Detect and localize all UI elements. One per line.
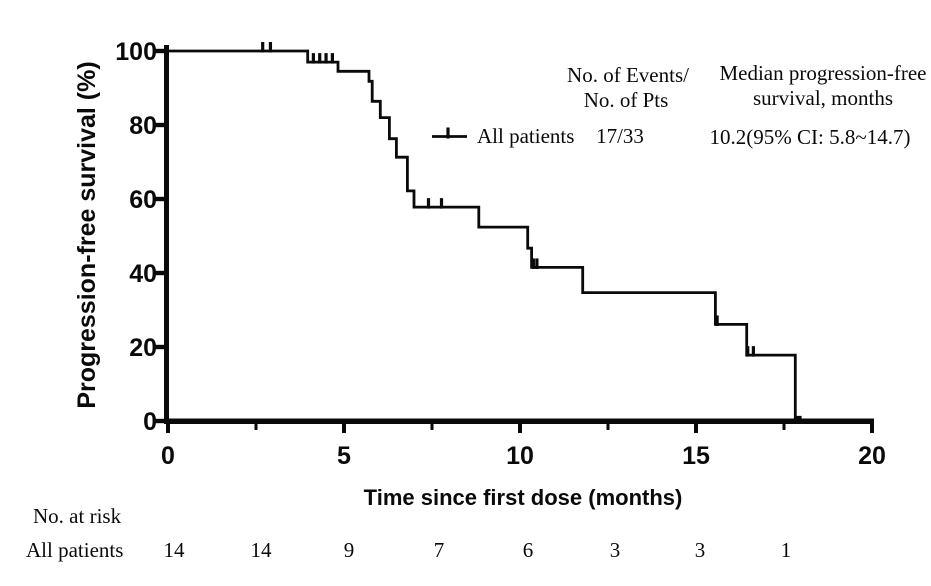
at-risk-value-0: 14: [164, 538, 186, 562]
y-tick-label-60: 60: [129, 186, 157, 214]
at-risk-value-7: 1: [781, 538, 792, 562]
y-tick-label-80: 80: [129, 112, 157, 140]
at-risk-row-label: All patients: [26, 538, 123, 562]
x-major-tick: [166, 423, 170, 433]
events-header-line1: No. of Events/: [567, 63, 689, 87]
axis-tick-layer: [155, 48, 874, 433]
km-curve-layer: [168, 42, 802, 419]
km-curve: [168, 49, 802, 419]
at-risk-value-4: 6: [523, 538, 534, 562]
median-header-line1: Median progression-free: [719, 61, 926, 85]
y-tick-label-100: 100: [115, 38, 157, 66]
y-major-tick: [155, 196, 164, 202]
at-risk-title: No. at risk: [33, 504, 122, 528]
median-value: 10.2(95% CI: 5.8~14.7): [710, 125, 911, 149]
x-minor-tick: [606, 423, 610, 430]
y-axis-spine: [164, 45, 169, 424]
x-tick-label-5: 5: [337, 442, 351, 470]
at-risk-value-2: 9: [344, 538, 355, 562]
at-risk-value-5: 3: [610, 538, 621, 562]
x-minor-tick: [430, 423, 434, 430]
at-risk-value-3: 7: [434, 538, 445, 562]
y-major-tick: [155, 122, 164, 128]
median-header-line2: survival, months: [753, 86, 893, 110]
x-tick-label-20: 20: [858, 442, 886, 470]
x-major-tick: [342, 423, 346, 433]
x-axis-title: Time since first dose (months): [364, 485, 683, 510]
y-major-tick: [155, 48, 164, 54]
x-minor-tick: [782, 423, 786, 430]
y-tick-label-0: 0: [143, 408, 157, 436]
x-minor-tick: [254, 423, 258, 430]
x-tick-label-10: 10: [506, 442, 534, 470]
events-value: 17/33: [596, 124, 644, 148]
x-axis-spine: [164, 418, 874, 424]
legend-series-symbol: [432, 127, 467, 139]
x-major-tick: [870, 423, 874, 433]
at-risk-value-1: 14: [251, 538, 273, 562]
y-axis-title: Progression-free survival (%): [73, 61, 101, 408]
at-risk-value-6: 3: [695, 538, 706, 562]
y-major-tick: [155, 344, 164, 350]
y-tick-label-20: 20: [129, 334, 157, 362]
events-header-line2: No. of Pts: [584, 88, 669, 112]
y-major-tick: [155, 418, 164, 424]
x-tick-label-0: 0: [161, 442, 175, 470]
x-major-tick: [694, 423, 698, 433]
y-tick-label-40: 40: [129, 260, 157, 288]
x-tick-label-15: 15: [682, 442, 710, 470]
y-major-tick: [155, 270, 164, 276]
legend-series-label: All patients: [477, 124, 574, 148]
x-major-tick: [518, 423, 522, 433]
